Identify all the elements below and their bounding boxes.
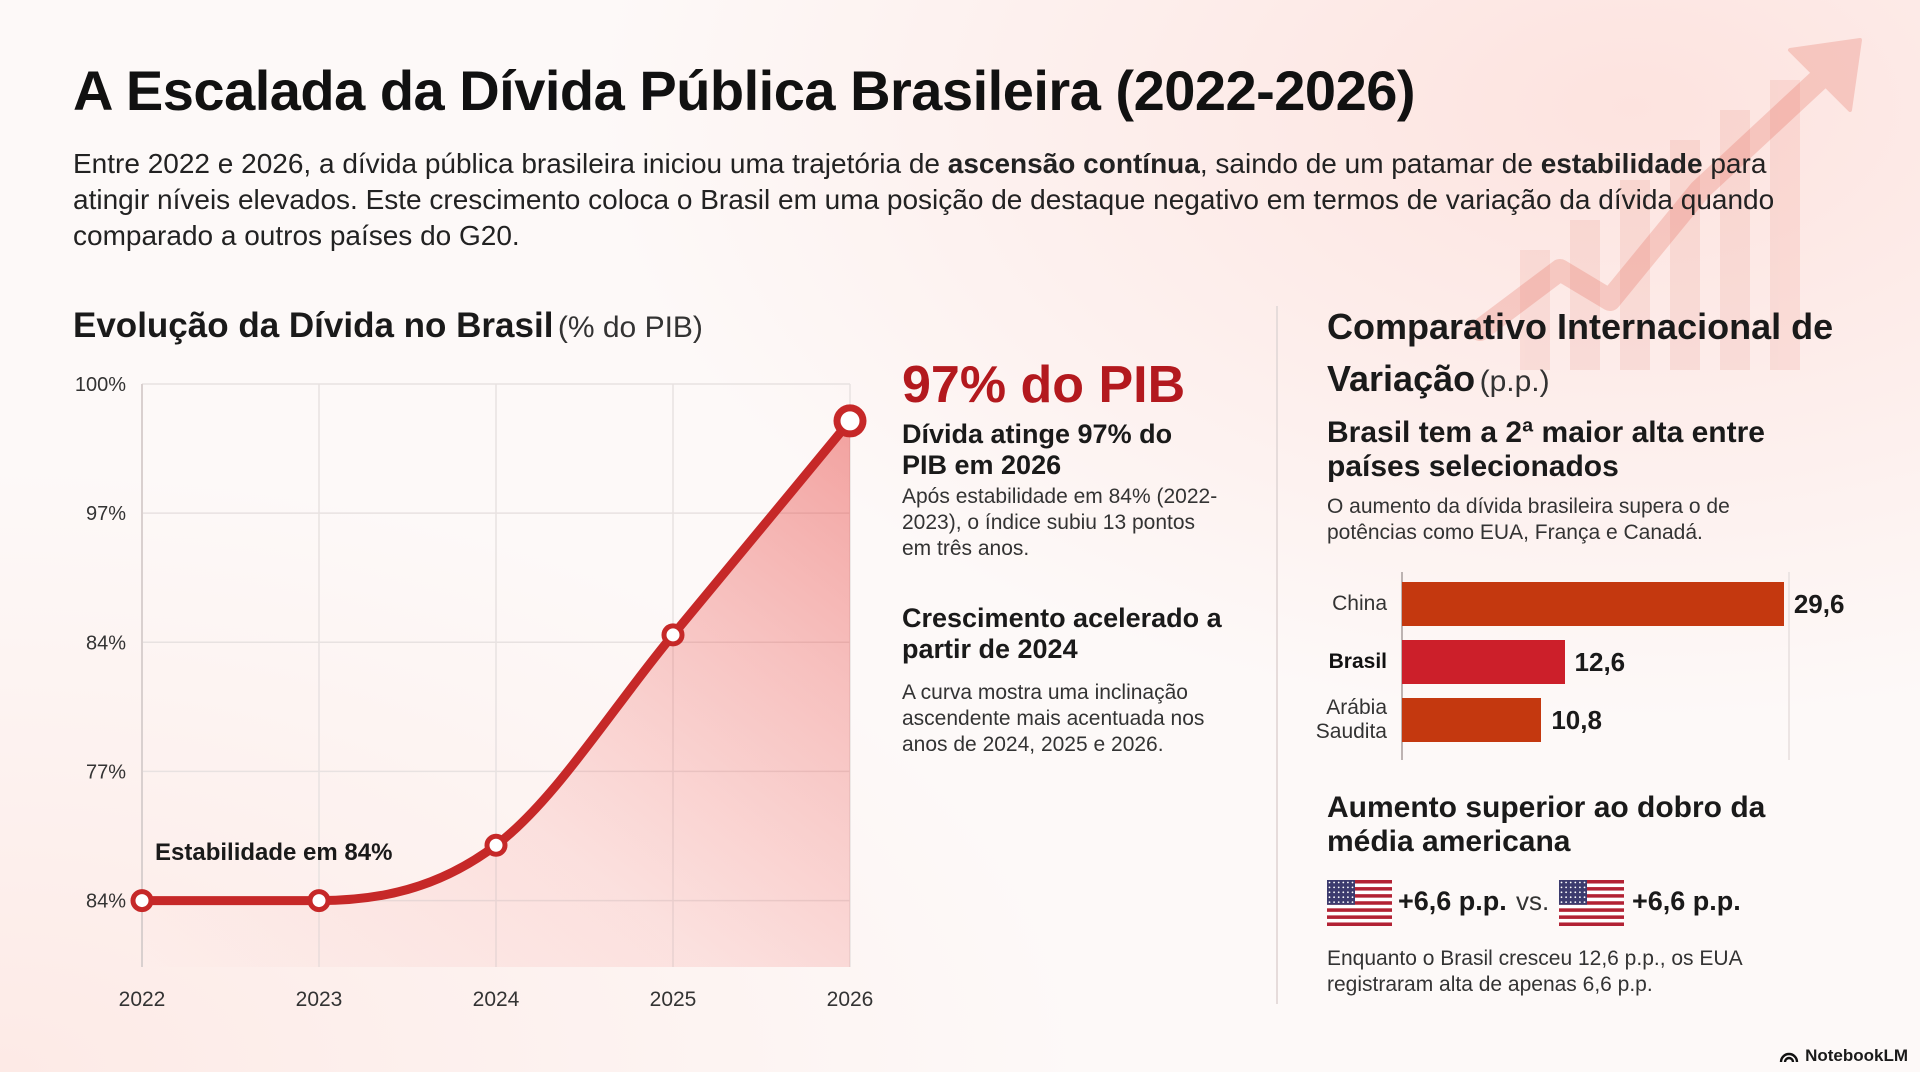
intro-text: Entre 2022 e 2026, a dívida pública bras… (73, 146, 1793, 254)
chart-subtitle: (% do PIB) (557, 311, 703, 344)
us-value: +6,6 p.p. (1632, 886, 1741, 916)
grid-line (1788, 572, 1790, 760)
annotation: Estabilidade em 84% (155, 839, 392, 866)
chart-subtitle: (p.p.) (1479, 365, 1550, 398)
y-tick-label: 84% (86, 632, 126, 654)
category-label: Brasil (1328, 650, 1387, 673)
highlight-heading: Crescimento acelerado a partir de 2024 (902, 603, 1222, 664)
chart-title: Comparativo Internacional de Variação (1327, 306, 1834, 399)
point (130, 889, 154, 913)
highlight-value: 97% do PIB (902, 356, 1186, 414)
comparison-headline: Brasil tem a 2ª maior alta entre países … (1327, 416, 1765, 483)
x-tick-label: 2026 (827, 988, 874, 1011)
page-title: A Escalada da Dívida Pública Brasileira … (73, 59, 1416, 122)
point (307, 889, 331, 913)
bar-chart-heading: Comparativo Internacional de Variação (p… (1327, 305, 1847, 409)
bar (1402, 640, 1565, 684)
point (833, 404, 867, 438)
y-tick-label: 84% (86, 891, 126, 913)
us-value: +6,6 p.p. (1398, 886, 1507, 916)
x-tick-label: 2025 (650, 988, 697, 1011)
us-heading: Aumento superior ao dobro da média ameri… (1327, 791, 1766, 858)
bar (1402, 582, 1784, 626)
brand-name: NotebookLM (1805, 1046, 1908, 1065)
category-label: China (1332, 592, 1387, 615)
y-tick-label: 100% (75, 374, 126, 396)
comparison-text: O aumento da dívida brasileira supera o … (1327, 495, 1730, 544)
value-label: 29,6 (1793, 588, 1845, 619)
intro-segment: , saindo de um patamar de (1199, 148, 1541, 179)
line (137, 416, 855, 906)
line-chart-heading: Evolução da Dívida no Brasil (% do PIB) (73, 306, 703, 346)
x-tick-label: 2022 (119, 988, 166, 1011)
intro-emphasis: ascensão contínua (947, 148, 1200, 179)
intro-emphasis: estabilidade (1540, 148, 1703, 179)
highlight-text: A curva mostra uma inclinação ascendente… (902, 681, 1205, 756)
intro-segment: Entre 2022 e 2026, a dívida pública bras… (73, 148, 948, 179)
us-flag (1559, 880, 1624, 926)
value-label: 10,8 (1551, 704, 1602, 735)
us-flag (1327, 880, 1392, 926)
bar (1402, 698, 1542, 742)
brand: NotebookLM (1779, 1046, 1908, 1066)
us-text: Enquanto o Brasil cresceu 12,6 p.p., os … (1327, 947, 1742, 996)
point (484, 833, 508, 857)
highlight-heading: Dívida atinge 97% do PIB em 2026 (902, 419, 1173, 480)
x-tick-label: 2024 (473, 988, 520, 1011)
highlight-text: Após estabilidade em 84% (2022-2023), o … (902, 485, 1218, 560)
y-tick-label: 97% (86, 503, 126, 525)
point (661, 623, 685, 647)
intro-segment: para atingir níveis elevados. Este cresc… (73, 148, 1775, 251)
chart-title: Evolução da Dívida no Brasil (73, 306, 554, 345)
area (142, 420, 850, 967)
vs-label: vs. (1516, 886, 1550, 916)
category-label: Arábia Saudita (1315, 696, 1387, 743)
x-tick-label: 2023 (296, 988, 343, 1011)
brand-icon (1779, 1052, 1799, 1063)
y-tick-label: 77% (86, 761, 126, 783)
value-label: 12,6 (1574, 646, 1626, 677)
